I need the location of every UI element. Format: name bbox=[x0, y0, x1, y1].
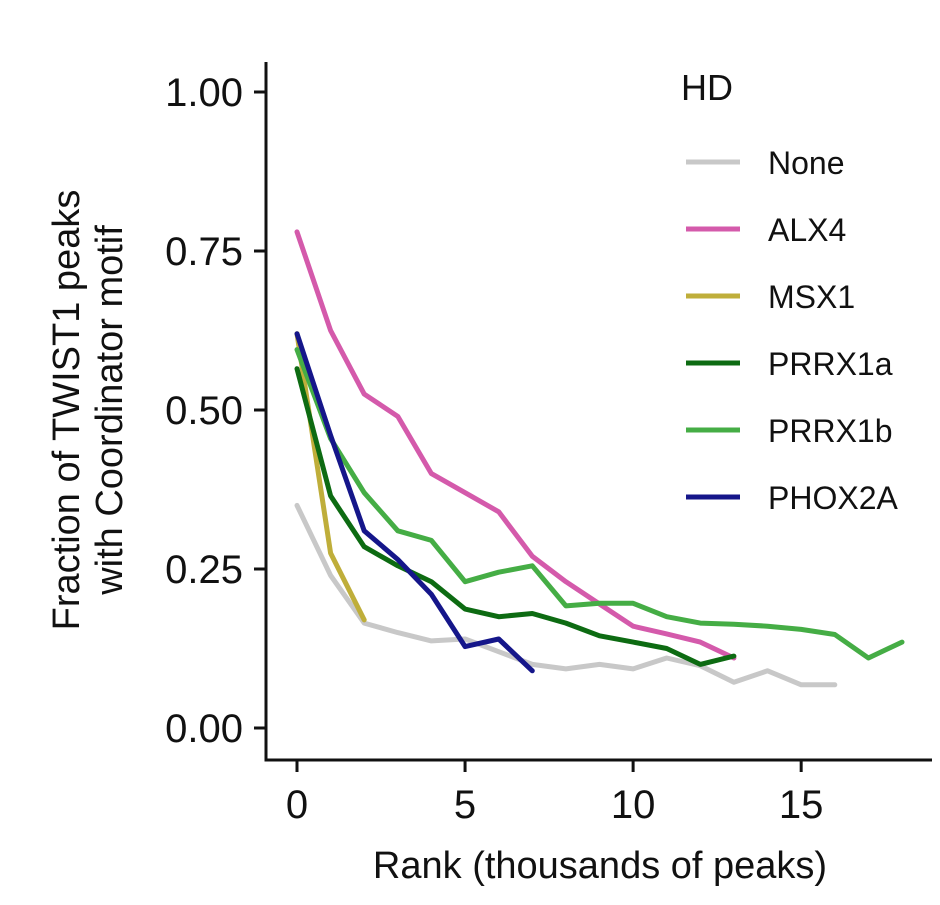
series-line-phox2a bbox=[294, 331, 535, 674]
legend-label-alx4: ALX4 bbox=[768, 212, 846, 248]
y-axis-title-line: with Coordinator motif bbox=[89, 225, 131, 596]
legend: HD None ALX4 MSX1 PRRX1a PRRX1b PHOX2A bbox=[681, 67, 898, 516]
x-tick-label: 10 bbox=[611, 783, 656, 827]
y-tick-label: 0.75 bbox=[165, 230, 243, 274]
x-tick-label: 5 bbox=[454, 783, 476, 827]
x-axis-title: Rank (thousands of peaks) bbox=[373, 845, 827, 887]
y-tick-label: 0.50 bbox=[165, 389, 243, 433]
legend-label-none: None bbox=[768, 145, 845, 181]
series-line-alx4 bbox=[294, 229, 737, 661]
x-tick-label: 15 bbox=[779, 783, 824, 827]
legend-label-prrx1a: PRRX1a bbox=[768, 346, 893, 382]
y-tick-label: 1.00 bbox=[165, 71, 243, 115]
axes: 0.00 0.25 0.50 0.75 1.00 0 5 10 15 Rank (thousand… bbox=[46, 62, 932, 887]
x-tick-label: 0 bbox=[286, 783, 308, 827]
legend-title: HD bbox=[681, 67, 733, 108]
series-line-none bbox=[294, 502, 838, 688]
y-tick-label: 0.25 bbox=[165, 548, 243, 592]
y-axis-title: Fraction of TWIST1 peakswith Coordinator… bbox=[46, 190, 131, 631]
y-axis-title-line: Fraction of TWIST1 peaks bbox=[46, 190, 88, 631]
y-tick-label: 0.00 bbox=[165, 707, 243, 751]
legend-label-phox2a: PHOX2A bbox=[768, 480, 898, 516]
series-group bbox=[294, 229, 905, 688]
legend-label-prrx1b: PRRX1b bbox=[768, 413, 893, 449]
legend-label-msx1: MSX1 bbox=[768, 279, 855, 315]
series-line-prrx1b bbox=[294, 347, 905, 661]
series-line-prrx1a bbox=[294, 366, 737, 667]
